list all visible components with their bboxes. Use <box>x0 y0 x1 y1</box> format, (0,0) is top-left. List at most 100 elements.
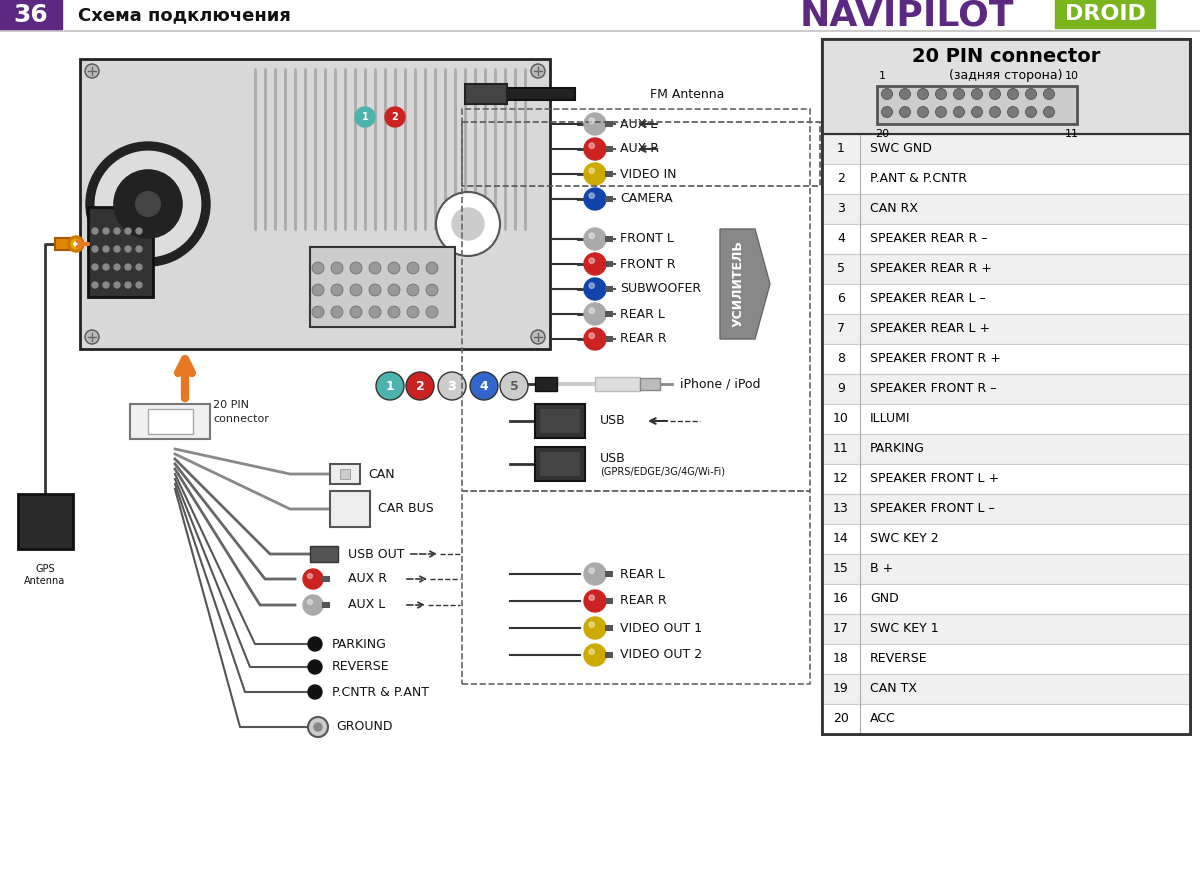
FancyBboxPatch shape <box>640 378 660 390</box>
FancyBboxPatch shape <box>822 404 1190 434</box>
FancyBboxPatch shape <box>822 524 1190 554</box>
Circle shape <box>85 64 98 78</box>
FancyBboxPatch shape <box>130 404 210 439</box>
Circle shape <box>438 372 466 400</box>
Text: SPEAKER FRONT L +: SPEAKER FRONT L + <box>870 473 1000 485</box>
Text: VIDEO IN: VIDEO IN <box>620 167 677 180</box>
Circle shape <box>92 264 98 270</box>
FancyBboxPatch shape <box>535 377 557 391</box>
Text: SWC GND: SWC GND <box>870 142 932 156</box>
Circle shape <box>584 590 606 612</box>
FancyBboxPatch shape <box>80 59 550 349</box>
FancyBboxPatch shape <box>822 434 1190 464</box>
Text: 18: 18 <box>833 652 848 666</box>
Circle shape <box>312 284 324 296</box>
Circle shape <box>882 106 893 118</box>
Text: REAR R: REAR R <box>620 332 667 346</box>
Circle shape <box>406 372 434 400</box>
Text: REAR R: REAR R <box>620 595 667 607</box>
Text: SPEAKER REAR L +: SPEAKER REAR L + <box>870 323 990 336</box>
Circle shape <box>936 88 947 100</box>
Circle shape <box>308 637 322 651</box>
Text: AUX R: AUX R <box>348 573 386 585</box>
FancyBboxPatch shape <box>605 336 613 342</box>
FancyBboxPatch shape <box>330 491 370 527</box>
Text: USB OUT: USB OUT <box>348 547 404 560</box>
FancyBboxPatch shape <box>822 284 1190 314</box>
Circle shape <box>530 64 545 78</box>
Circle shape <box>589 649 594 654</box>
Text: (GPRS/EDGE/3G/4G/Wi-Fi): (GPRS/EDGE/3G/4G/Wi-Fi) <box>600 467 725 477</box>
Text: SPEAKER REAR R +: SPEAKER REAR R + <box>870 263 992 276</box>
Text: 5: 5 <box>510 379 518 392</box>
Circle shape <box>918 106 929 118</box>
Circle shape <box>584 328 606 350</box>
Circle shape <box>584 138 606 160</box>
Circle shape <box>114 246 120 252</box>
Circle shape <box>530 330 545 344</box>
Text: USB: USB <box>600 453 625 466</box>
Text: P.ANT & P.CNTR: P.ANT & P.CNTR <box>870 172 967 186</box>
FancyBboxPatch shape <box>0 0 62 29</box>
Circle shape <box>331 284 343 296</box>
Polygon shape <box>720 229 770 339</box>
Text: SPEAKER FRONT R +: SPEAKER FRONT R + <box>870 353 1001 365</box>
Text: 13: 13 <box>833 502 848 515</box>
Circle shape <box>500 372 528 400</box>
Circle shape <box>370 284 382 296</box>
Text: 2: 2 <box>838 172 845 186</box>
Circle shape <box>92 282 98 288</box>
Circle shape <box>308 717 328 737</box>
Text: (задняя сторона): (задняя сторона) <box>949 68 1063 81</box>
Text: 11: 11 <box>1066 129 1079 139</box>
FancyBboxPatch shape <box>877 86 1078 124</box>
Circle shape <box>103 228 109 234</box>
Circle shape <box>426 306 438 318</box>
Circle shape <box>307 599 312 605</box>
FancyBboxPatch shape <box>535 404 586 438</box>
Text: PARKING: PARKING <box>332 637 386 651</box>
Circle shape <box>388 306 400 318</box>
Text: 3: 3 <box>448 379 456 392</box>
FancyBboxPatch shape <box>1055 0 1154 28</box>
Circle shape <box>350 306 362 318</box>
FancyBboxPatch shape <box>605 236 613 242</box>
Circle shape <box>584 228 606 250</box>
Text: VIDEO OUT 2: VIDEO OUT 2 <box>620 649 702 661</box>
Text: 2: 2 <box>391 112 398 122</box>
Text: SUBWOOFER: SUBWOOFER <box>620 283 701 295</box>
Circle shape <box>136 246 142 252</box>
Circle shape <box>426 262 438 274</box>
Text: REVERSE: REVERSE <box>870 652 928 666</box>
FancyBboxPatch shape <box>822 584 1190 614</box>
Circle shape <box>584 113 606 135</box>
Circle shape <box>426 284 438 296</box>
Text: AUX R: AUX R <box>620 142 659 156</box>
Text: NAVIPILOT: NAVIPILOT <box>800 0 1014 32</box>
Text: GROUND: GROUND <box>336 720 392 734</box>
Circle shape <box>331 306 343 318</box>
FancyBboxPatch shape <box>310 247 455 327</box>
Circle shape <box>370 262 382 274</box>
Circle shape <box>355 107 374 127</box>
Circle shape <box>1044 106 1055 118</box>
Circle shape <box>308 685 322 699</box>
Circle shape <box>302 595 323 615</box>
Circle shape <box>388 262 400 274</box>
Text: SPEAKER FRONT L –: SPEAKER FRONT L – <box>870 502 995 515</box>
Circle shape <box>125 282 131 288</box>
Circle shape <box>584 278 606 300</box>
Circle shape <box>584 617 606 639</box>
Circle shape <box>114 264 120 270</box>
FancyBboxPatch shape <box>822 314 1190 344</box>
Circle shape <box>589 595 594 600</box>
FancyBboxPatch shape <box>822 344 1190 374</box>
Circle shape <box>302 569 323 589</box>
Text: 4: 4 <box>838 232 845 246</box>
Text: CAN TX: CAN TX <box>870 682 917 696</box>
Circle shape <box>312 306 324 318</box>
FancyBboxPatch shape <box>822 494 1190 524</box>
Text: Схема подключения: Схема подключения <box>78 6 290 24</box>
Text: УСИЛИТЕЛЬ: УСИЛИТЕЛЬ <box>732 240 744 327</box>
Text: CAN RX: CAN RX <box>870 202 918 216</box>
